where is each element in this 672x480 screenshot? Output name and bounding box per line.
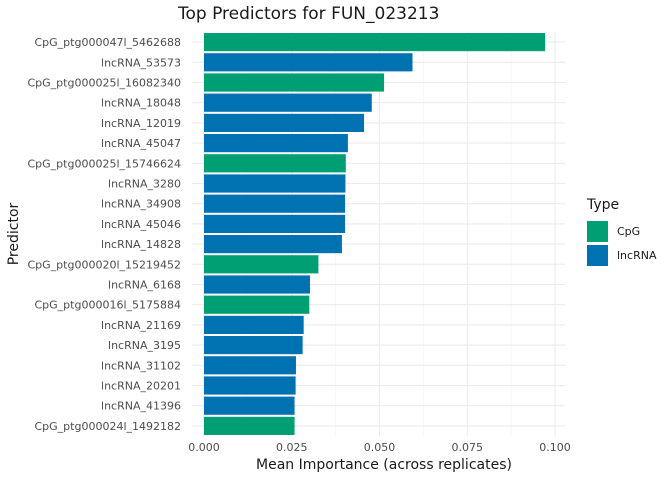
x-tick-label: 0.025	[276, 441, 308, 454]
y-tick-label: lncRNA_53573	[101, 56, 181, 69]
bar-lncRNA_20201	[204, 376, 296, 395]
bar-lncRNA_45046	[204, 214, 346, 233]
legend-item-cpg: CpG	[587, 219, 656, 243]
chart-title: Top Predictors for FUN_023213	[178, 4, 440, 24]
bar-CpG_ptg000025l_15746624	[204, 154, 346, 173]
bar-lncRNA_3280	[204, 174, 346, 193]
y-tick-label: lncRNA_45047	[101, 137, 181, 150]
y-tick-label: lncRNA_3195	[108, 339, 181, 352]
y-tick-label: lncRNA_6168	[108, 279, 181, 292]
y-tick-label: CpG_ptg000024l_1492182	[34, 420, 181, 433]
y-tick-label: CpG_ptg000047l_5462688	[34, 36, 181, 49]
y-tick-label: lncRNA_14828	[101, 238, 181, 251]
legend: Type CpG lncRNA	[587, 197, 656, 267]
x-tick-label: 0.100	[539, 441, 571, 454]
legend-swatch-cpg	[587, 220, 608, 242]
bar-lncRNA_53573	[204, 53, 413, 72]
y-tick-label: lncRNA_18048	[101, 97, 181, 110]
bar-lncRNA_14828	[204, 235, 342, 254]
legend-label-lncrna: lncRNA	[617, 248, 657, 262]
legend-label-cpg: CpG	[617, 224, 641, 238]
y-tick-label: CpG_ptg000016l_5175884	[34, 299, 181, 312]
x-tick-label: 0.000	[188, 441, 220, 454]
bar-lncRNA_21169	[204, 315, 304, 334]
bar-CpG_ptg000024l_1492182	[204, 416, 295, 435]
y-axis-label: Predictor	[6, 202, 22, 265]
x-tick-labels: 0.000 0.025 0.050 0.075 0.100	[188, 441, 571, 454]
y-tick-label: lncRNA_3280	[108, 178, 181, 191]
bar-lncRNA_45047	[204, 134, 348, 153]
legend-item-lncrna: lncRNA	[587, 243, 656, 267]
bar-lncRNA_34908	[204, 194, 346, 213]
bar-lncRNA_6168	[204, 275, 311, 294]
bars	[204, 33, 546, 435]
bar-lncRNA_18048	[204, 93, 372, 112]
bar-lncRNA_41396	[204, 396, 295, 415]
y-tick-label: lncRNA_31102	[101, 359, 181, 372]
x-tick-label: 0.050	[364, 441, 396, 454]
y-tick-labels: CpG_ptg000047l_5462688 lncRNA_53573 CpG_pt…	[27, 36, 181, 433]
y-tick-label: lncRNA_45046	[101, 218, 181, 231]
bar-CpG_ptg000016l_5175884	[204, 295, 310, 314]
legend-title: Type	[587, 197, 620, 213]
y-tick-label: lncRNA_20201	[101, 380, 181, 393]
x-tick-label: 0.075	[452, 441, 484, 454]
bar-lncRNA_12019	[204, 113, 365, 132]
y-tick-label: lncRNA_41396	[101, 400, 181, 413]
y-tick-label: CpG_ptg000025l_15746624	[27, 157, 181, 170]
y-tick-label: lncRNA_12019	[101, 117, 181, 130]
bar-CpG_ptg000020l_15219452	[204, 255, 319, 274]
bar-lncRNA_3195	[204, 336, 303, 355]
bar-lncRNA_31102	[204, 356, 296, 375]
legend-swatch-lncrna	[587, 244, 608, 266]
bar-CpG_ptg000047l_5462688	[204, 33, 546, 52]
y-tick-label: CpG_ptg000025l_16082340	[27, 77, 181, 90]
y-tick-label: lncRNA_34908	[101, 198, 181, 211]
y-tick-label: lncRNA_21169	[101, 319, 181, 332]
bar-CpG_ptg000025l_16082340	[204, 73, 385, 92]
y-tick-label: CpG_ptg000020l_15219452	[27, 258, 181, 271]
x-axis-label: Mean Importance (across replicates)	[256, 457, 512, 473]
grid-lines	[192, 32, 565, 436]
